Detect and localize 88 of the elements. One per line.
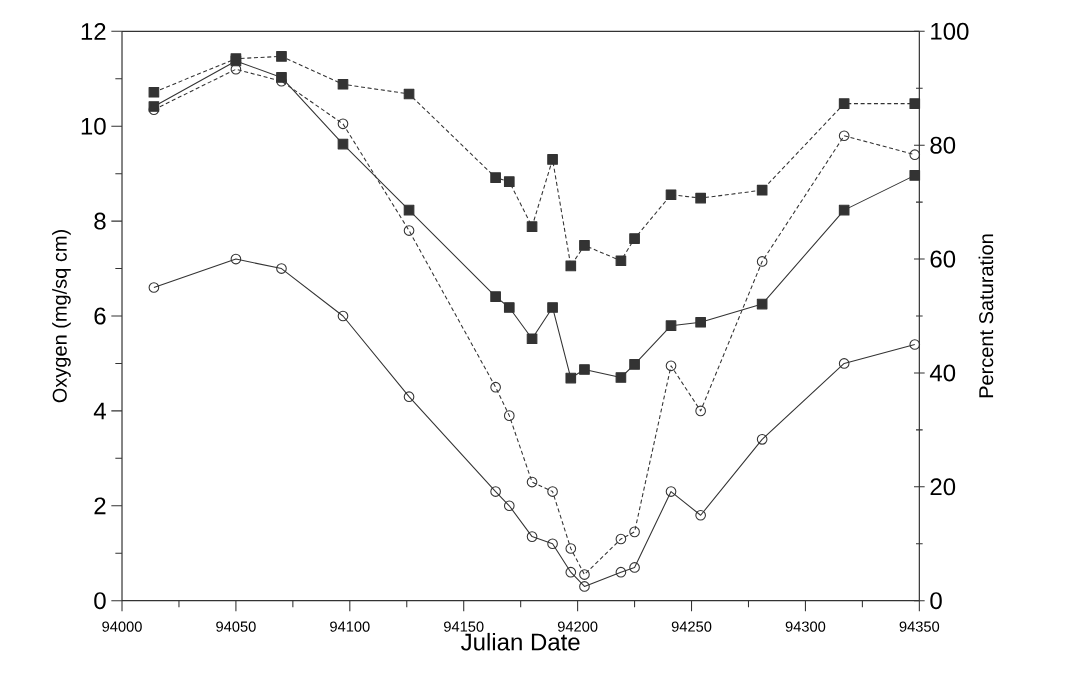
point: [579, 569, 590, 580]
point: [565, 566, 577, 578]
x-tick-label: 94250: [671, 621, 712, 632]
point: [695, 192, 706, 204]
point: [695, 316, 706, 328]
x-tick-label: 94150: [444, 621, 484, 632]
point: [838, 358, 850, 369]
point: [615, 255, 627, 267]
point: [629, 562, 640, 573]
point: [490, 172, 501, 183]
point: [565, 543, 577, 554]
x-tick-label: 94000: [102, 621, 142, 632]
y-tick-label: 10: [81, 117, 106, 135]
point: [547, 302, 558, 313]
point: [665, 486, 677, 497]
point: [490, 291, 501, 302]
point: [503, 410, 515, 421]
point: [503, 500, 515, 512]
point: [547, 486, 558, 497]
point: [909, 170, 921, 181]
x-tick-label: 94050: [216, 621, 256, 632]
y-axis-title: Oxygen (mg/sq cm): [52, 230, 71, 403]
x-tick-label: 94200: [557, 621, 598, 632]
point: [629, 359, 640, 370]
y2-tick-label: 80: [930, 136, 956, 154]
x-axis-title: Julian Date: [461, 632, 580, 651]
point: [695, 509, 706, 521]
point: [838, 98, 850, 109]
point: [756, 298, 768, 310]
point: [665, 189, 677, 201]
y-tick-label: 4: [93, 402, 106, 420]
y-tick-label: 2: [94, 497, 106, 515]
point: [526, 476, 538, 488]
y-tick-label: 8: [94, 212, 106, 230]
point: [909, 149, 921, 161]
point: [526, 221, 538, 232]
y2-tick-label: 40: [929, 364, 956, 382]
point: [490, 381, 501, 393]
x-tick-label: 94300: [785, 621, 826, 632]
point: [579, 240, 590, 251]
point: [403, 391, 415, 402]
y-tick-label: 6: [94, 307, 106, 325]
point: [615, 533, 627, 545]
point: [490, 486, 501, 497]
x-tick-label: 94350: [899, 621, 940, 632]
point: [337, 310, 349, 322]
point: [276, 263, 287, 274]
point: [503, 302, 515, 313]
point: [547, 538, 558, 550]
point: [615, 566, 627, 578]
point: [665, 360, 677, 372]
point: [148, 282, 160, 293]
point: [579, 364, 590, 375]
point: [909, 339, 921, 350]
point: [337, 118, 349, 130]
y2-tick-label: 20: [930, 478, 956, 496]
point: [403, 204, 415, 216]
y-tick-label: 0: [94, 592, 106, 610]
point: [629, 233, 640, 244]
point: [695, 405, 706, 417]
y2-tick-label: 0: [930, 592, 942, 610]
point: [629, 526, 640, 538]
point: [579, 581, 590, 592]
point: [565, 260, 577, 272]
y2-axis-title: Percent Saturation: [978, 234, 994, 398]
point: [756, 256, 768, 267]
point: [909, 98, 921, 109]
point: [838, 204, 850, 216]
point: [148, 86, 160, 98]
x-tick-label: 94100: [330, 621, 370, 632]
point: [503, 176, 515, 187]
point: [403, 225, 415, 236]
point: [756, 184, 768, 196]
point: [756, 434, 768, 445]
point: [337, 138, 349, 150]
point: [337, 78, 349, 90]
point: [615, 372, 627, 383]
y-tick-label: 12: [81, 22, 106, 40]
point: [665, 320, 677, 332]
point: [230, 253, 242, 265]
y2-tick-label: 60: [930, 250, 956, 268]
point: [838, 130, 850, 142]
point: [547, 154, 558, 165]
point: [526, 333, 538, 345]
y2-tick-label: 100: [931, 22, 969, 40]
point: [276, 51, 287, 62]
point: [565, 372, 577, 384]
point: [526, 531, 538, 542]
